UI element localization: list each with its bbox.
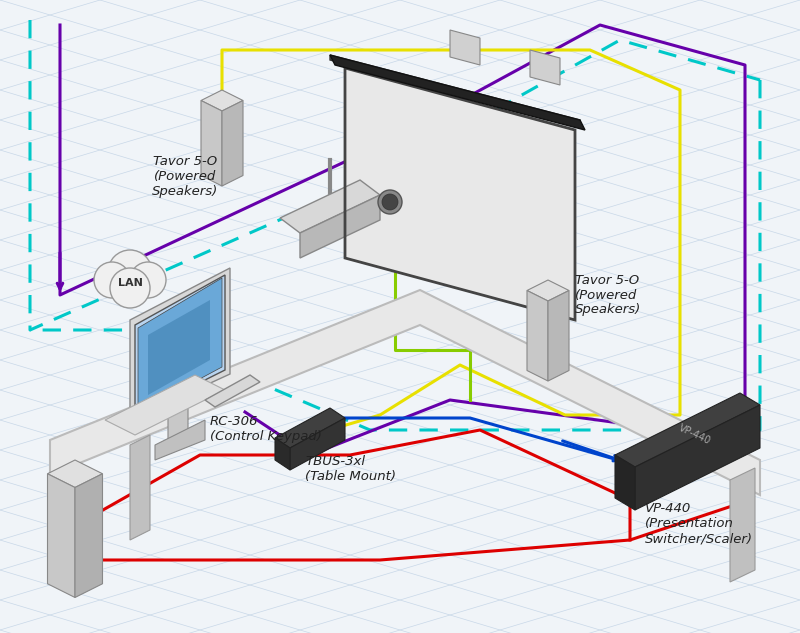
Text: VP-440: VP-440 (678, 423, 713, 447)
Polygon shape (615, 393, 760, 467)
Polygon shape (450, 30, 480, 65)
Polygon shape (527, 280, 569, 301)
Polygon shape (275, 438, 290, 470)
Polygon shape (290, 418, 345, 470)
Text: TBUS-3xl
(Table Mount): TBUS-3xl (Table Mount) (305, 455, 396, 483)
Polygon shape (615, 455, 635, 510)
Polygon shape (201, 101, 222, 186)
Polygon shape (47, 460, 102, 487)
Circle shape (378, 190, 402, 214)
Polygon shape (527, 291, 548, 381)
Polygon shape (330, 55, 580, 125)
Polygon shape (138, 278, 222, 412)
Text: Tavor 5-O
(Powered
Speakers): Tavor 5-O (Powered Speakers) (152, 155, 218, 198)
Polygon shape (75, 473, 102, 598)
Polygon shape (530, 50, 560, 85)
Polygon shape (50, 290, 760, 495)
Polygon shape (105, 375, 225, 435)
Polygon shape (130, 435, 150, 540)
Text: LAN: LAN (118, 278, 142, 288)
Polygon shape (168, 405, 188, 450)
Polygon shape (345, 68, 575, 320)
Text: VP-440
(Presentation
Switcher/Scaler): VP-440 (Presentation Switcher/Scaler) (645, 502, 753, 545)
Polygon shape (148, 300, 210, 395)
Polygon shape (155, 420, 205, 460)
Polygon shape (222, 101, 243, 186)
Polygon shape (548, 291, 569, 381)
Polygon shape (280, 180, 380, 233)
Polygon shape (47, 473, 75, 598)
Polygon shape (330, 55, 585, 130)
Polygon shape (635, 405, 760, 510)
Circle shape (382, 194, 398, 210)
Polygon shape (275, 408, 345, 448)
Polygon shape (730, 468, 755, 582)
Polygon shape (130, 268, 230, 420)
Circle shape (130, 262, 166, 298)
Polygon shape (135, 275, 225, 415)
Circle shape (94, 262, 130, 298)
Circle shape (110, 268, 150, 308)
Polygon shape (300, 195, 380, 258)
Polygon shape (55, 465, 75, 580)
Polygon shape (205, 375, 260, 407)
Text: RC-306
(Control Keypad): RC-306 (Control Keypad) (210, 415, 322, 443)
Circle shape (108, 250, 152, 294)
Text: Tavor 5-O
(Powered
Speakers): Tavor 5-O (Powered Speakers) (575, 273, 642, 316)
Polygon shape (201, 90, 243, 111)
